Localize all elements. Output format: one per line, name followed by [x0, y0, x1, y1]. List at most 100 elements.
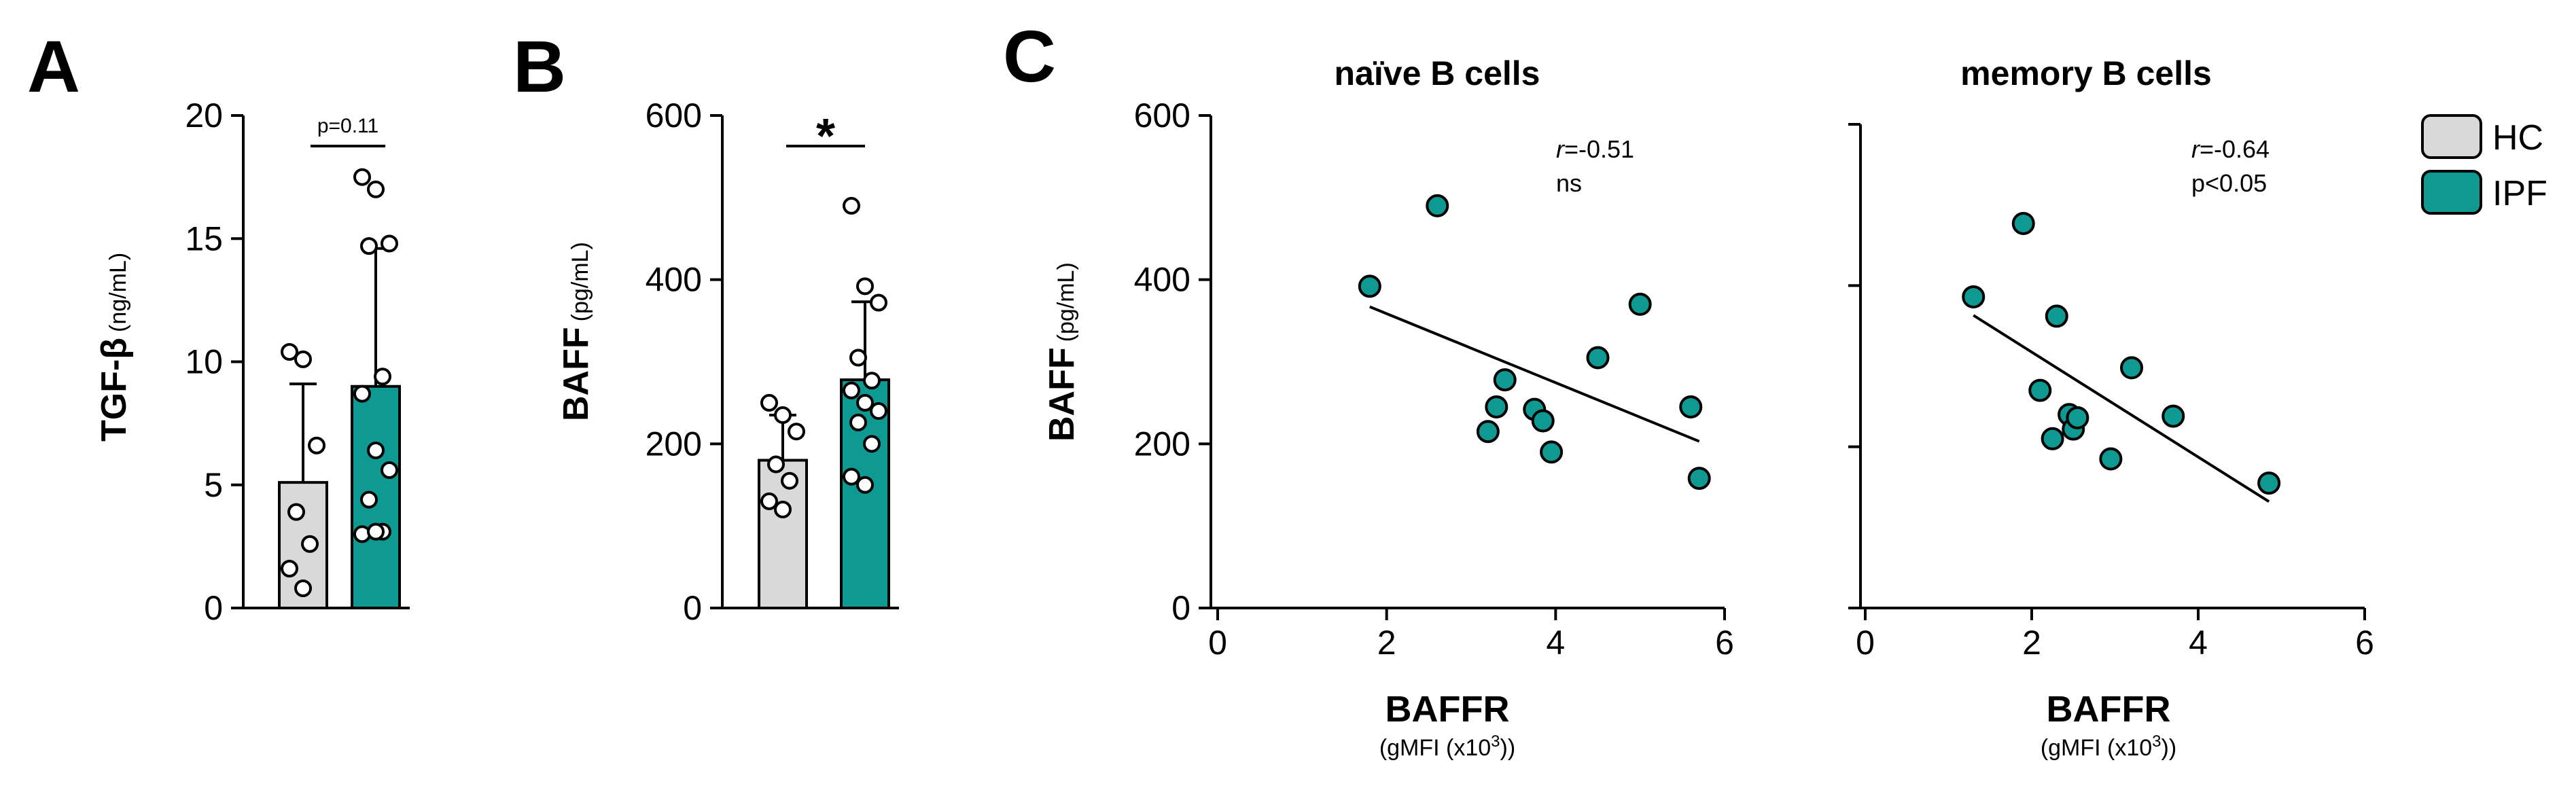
panel-c-naive-p-value: ns [1556, 169, 1582, 197]
panel-c-naive-r-value: r=-0.51 [1556, 135, 1634, 163]
panel-b-y-tick-label: 400 [646, 261, 702, 299]
panel-a-marks [278, 168, 401, 609]
legend-label-ipf: IPF [2492, 174, 2547, 213]
panel-c-naive-point [1586, 346, 1610, 370]
panel-letter-a: A [27, 25, 80, 107]
panel-a-y-tick-label: 20 [185, 96, 223, 135]
panel-c-memory-regression-line [1973, 314, 2270, 503]
panel-c-memory-x-tick-label: 2 [2022, 624, 2041, 662]
panel-letter-b: B [513, 25, 566, 107]
panel-c-naive-point [1531, 409, 1555, 433]
panel-c-naive-point [1628, 292, 1652, 316]
panel-c-naive-regression-line [1369, 305, 1700, 443]
panel-c-memory-x-axis-label: BAFFR [2047, 689, 2171, 730]
panel-c-naive-marks [1358, 194, 1711, 490]
panel-b-point-ipf [843, 467, 860, 486]
panel-b-y-tick-label: 0 [683, 589, 702, 627]
panel-c-naive-y-tick-label: 400 [1134, 261, 1190, 299]
panel-c-memory-point [2041, 427, 2064, 450]
legend: HC IPF [2421, 114, 2547, 215]
panel-a-point-hc [281, 560, 298, 577]
panel-b-point-hc [774, 501, 792, 518]
panel-a-point-hc [294, 350, 312, 368]
panel-b-point-ipf [863, 435, 881, 453]
panel-c-naive-point [1426, 194, 1449, 217]
panel-c-memory-point [2099, 447, 2123, 471]
panel-a-point-ipf [381, 461, 398, 479]
panel-c-naive-x-tick-label: 6 [1715, 624, 1734, 662]
panel-c-naive-title: naïve B cells [1335, 54, 1540, 92]
panel-c-naive-point [1679, 395, 1703, 418]
panel-a-point-ipf [367, 522, 385, 541]
panel-b-point-ipf [849, 413, 867, 431]
panel-c-naive-x-tick-label: 2 [1377, 624, 1396, 662]
panel-b-y-axis-label: BAFF(pg/mL) [557, 242, 596, 421]
panel-c-memory-p-value: p<0.05 [2191, 169, 2267, 197]
panel-a-point-ipf [374, 368, 391, 386]
panel-b-point-ipf [843, 381, 860, 399]
panel-a-significance-label: p=0.11 [317, 115, 378, 137]
panel-a-point-hc [281, 343, 298, 361]
panel-c-memory-r-value: r=-0.64 [2191, 135, 2270, 163]
panel-c-memory-point [2066, 406, 2089, 429]
panel-a-point-hc [301, 535, 319, 553]
panel-c-memory-point [2011, 211, 2035, 235]
panel-b-point-ipf [863, 372, 881, 390]
panel-b-point-hc [788, 423, 805, 441]
panel-c-naive-x-axis-unit: (gMFI (x103)) [1379, 732, 1515, 762]
panel-c-memory-x-tick-label: 4 [2189, 624, 2208, 662]
panel-c-naive-y-tick-label: 0 [1171, 589, 1190, 627]
panel-b-significance-star: * [816, 109, 835, 164]
panel-b-bar-chart: 0 200 400 600 BAFF(pg/mL) * [557, 96, 899, 627]
panel-c-naive-point [1485, 395, 1508, 418]
panel-b-point-ipf [856, 476, 874, 494]
panel-b-point-ipf [849, 349, 867, 367]
panel-a-y-axis-label: TGF-β(ng/mL) [94, 253, 134, 442]
panel-c-naive-scatter: naïve B cells 0 200 400 600 0 2 4 6 BAFF(pg/mL)… [1042, 54, 1734, 761]
panel-c-memory-point [2120, 356, 2143, 380]
panel-a-point-ipf [367, 180, 385, 198]
panel-a-point-hc [294, 579, 312, 597]
panel-c-memory-x-tick-label: 6 [2355, 624, 2374, 662]
panel-a-y-tick-label: 10 [185, 343, 223, 381]
panel-b-marks [758, 196, 890, 609]
panel-a-bar-chart: 0 5 10 15 20 TGF-β(ng/mL) p=0.11 [94, 96, 410, 627]
panel-c-memory-point [2028, 378, 2052, 402]
panel-c-naive-point [1476, 420, 1500, 444]
panel-a-point-ipf [353, 385, 371, 403]
panel-c-naive-point [1358, 274, 1381, 298]
panel-b-point-ipf [856, 277, 874, 296]
panel-c-naive-point [1687, 467, 1711, 490]
legend-label-hc: HC [2492, 118, 2543, 158]
panel-c-naive-y-tick-label: 200 [1134, 425, 1190, 463]
panel-a-y-tick-label: 0 [204, 589, 223, 627]
panel-b-point-ipf [870, 402, 887, 420]
panel-b-point-hc [760, 393, 778, 412]
panel-c-naive-y-tick-label: 600 [1134, 96, 1190, 135]
panel-c-naive-axes: 0 200 400 600 0 2 4 6 [1134, 96, 1734, 662]
panel-letter-c: C [1003, 15, 1056, 97]
panel-a-y-tick-label: 5 [204, 466, 223, 504]
panel-a-point-ipf [367, 442, 385, 459]
panel-b-point-hc [774, 406, 792, 425]
panel-a-point-ipf [360, 237, 378, 255]
panel-a-point-ipf [381, 234, 398, 253]
panel-b-y-tick-label: 200 [646, 425, 702, 463]
legend-swatch-ipf [2421, 170, 2482, 215]
panel-c-memory-marks [1962, 211, 2281, 503]
panel-b-point-ipf [856, 393, 874, 412]
panel-c-memory-x-axis-unit: (gMFI (x103)) [2041, 732, 2176, 762]
panel-c-naive-x-tick-label: 4 [1546, 624, 1565, 662]
panel-b-point-hc [781, 471, 798, 490]
panel-c-memory-axes: 0 2 4 6 [1848, 123, 2374, 662]
panel-a-point-ipf [360, 490, 378, 509]
panel-c-naive-y-axis-label: BAFF(pg/mL) [1042, 262, 1082, 442]
panel-c-memory-x-tick-label: 0 [1856, 624, 1875, 662]
panel-c-memory-point [2045, 304, 2068, 328]
panel-c-memory-title: memory B cells [1960, 54, 2212, 92]
panel-c-memory-point [1962, 285, 1986, 308]
panel-c-memory-point [2257, 471, 2281, 495]
panel-c-memory-point [2162, 404, 2185, 428]
